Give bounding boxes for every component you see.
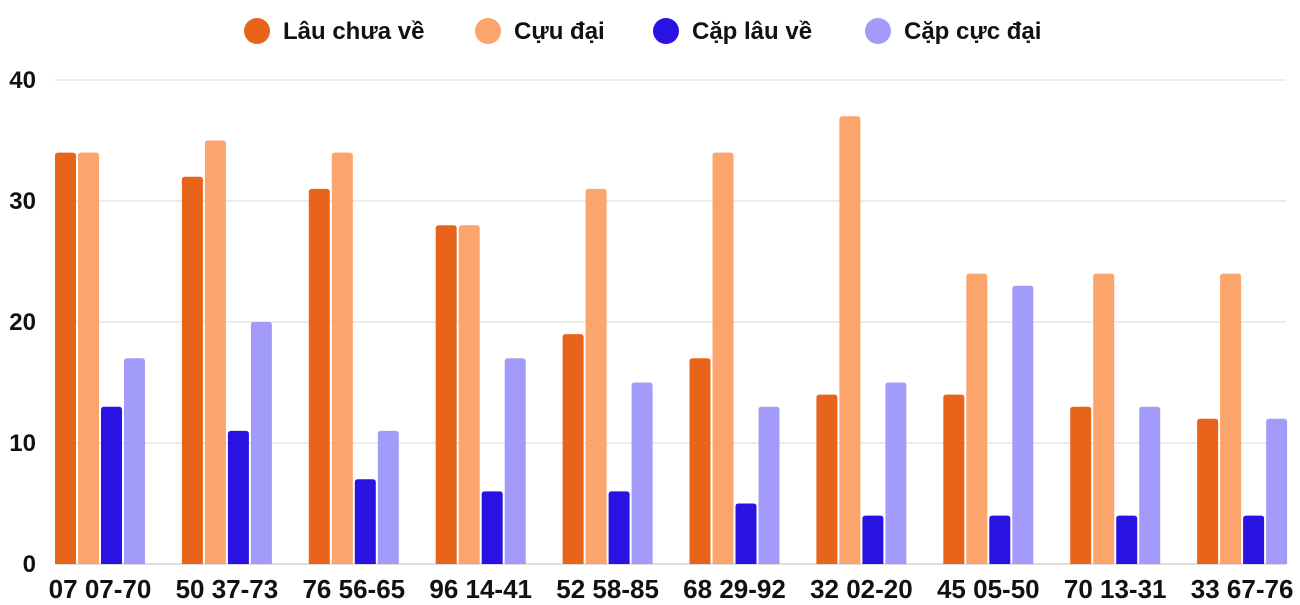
bar bbox=[354, 479, 376, 564]
legend-marker bbox=[475, 18, 501, 44]
bar bbox=[758, 406, 780, 564]
bar bbox=[1220, 273, 1242, 564]
bar bbox=[250, 322, 272, 564]
bar bbox=[631, 382, 653, 564]
x-tick-label: 33 67-76 bbox=[1191, 574, 1294, 600]
y-tick-label: 10 bbox=[9, 430, 36, 457]
legend-label: Cựu đại bbox=[514, 18, 605, 45]
bar bbox=[862, 515, 884, 564]
bar bbox=[308, 188, 330, 564]
bar bbox=[608, 491, 630, 564]
bar bbox=[204, 140, 226, 564]
y-tick-label: 40 bbox=[9, 67, 36, 94]
bar bbox=[1070, 406, 1092, 564]
bar bbox=[481, 491, 503, 564]
bar bbox=[562, 334, 584, 564]
legend-marker bbox=[865, 18, 891, 44]
x-tick-label: 07 07-70 bbox=[49, 574, 152, 600]
bar bbox=[1116, 515, 1138, 564]
bar bbox=[458, 225, 480, 564]
bar bbox=[1139, 406, 1161, 564]
bar bbox=[735, 503, 757, 564]
x-tick-label: 96 14-41 bbox=[429, 574, 532, 600]
bar bbox=[101, 406, 122, 564]
bar bbox=[1243, 515, 1265, 564]
bar bbox=[331, 152, 353, 564]
legend-marker bbox=[653, 18, 679, 44]
x-tick-label: 52 58-85 bbox=[556, 574, 659, 600]
legend-label: Lâu chưa về bbox=[283, 18, 424, 45]
bar bbox=[885, 382, 907, 564]
legend-marker bbox=[244, 18, 270, 44]
x-tick-label: 50 37-73 bbox=[176, 574, 279, 600]
x-tick-label: 70 13-31 bbox=[1064, 574, 1167, 600]
bar bbox=[181, 176, 203, 565]
bar bbox=[227, 430, 249, 564]
bar bbox=[816, 394, 838, 564]
bar bbox=[1093, 273, 1115, 564]
x-tick-label: 68 29-92 bbox=[683, 574, 786, 600]
bar bbox=[989, 515, 1011, 564]
bar bbox=[504, 358, 526, 564]
x-axis: 07 07-70 50 37-73 76 56-65 96 14-41 52 58-85… bbox=[49, 574, 1294, 604]
legend-label: Cặp cực đại bbox=[904, 18, 1041, 45]
y-tick-label: 0 bbox=[23, 551, 36, 578]
x-tick-label: 32 02-20 bbox=[810, 574, 913, 600]
y-axis: 0 10 20 30 40 bbox=[9, 67, 36, 578]
bar bbox=[1266, 418, 1288, 564]
bar bbox=[55, 152, 76, 564]
bar bbox=[712, 152, 734, 564]
bar bbox=[124, 358, 145, 564]
bar bbox=[435, 225, 457, 564]
x-tick-label: 45 05-50 bbox=[937, 574, 1040, 600]
bar bbox=[966, 273, 988, 564]
bars bbox=[55, 116, 1288, 565]
x-tick-label: 76 56-65 bbox=[302, 574, 405, 600]
bar bbox=[943, 394, 965, 564]
bar bbox=[1012, 285, 1034, 564]
bar bbox=[585, 188, 607, 564]
bar bbox=[377, 430, 399, 564]
bar bbox=[1197, 418, 1219, 564]
y-tick-label: 20 bbox=[9, 309, 36, 336]
bar bbox=[689, 358, 711, 564]
legend-label: Cặp lâu về bbox=[692, 18, 812, 45]
legend: Lâu chưa về Cựu đại Cặp lâu về Cặp cực đại bbox=[244, 18, 1041, 45]
bar bbox=[839, 116, 861, 565]
bar bbox=[78, 152, 99, 564]
y-tick-label: 30 bbox=[9, 188, 36, 215]
